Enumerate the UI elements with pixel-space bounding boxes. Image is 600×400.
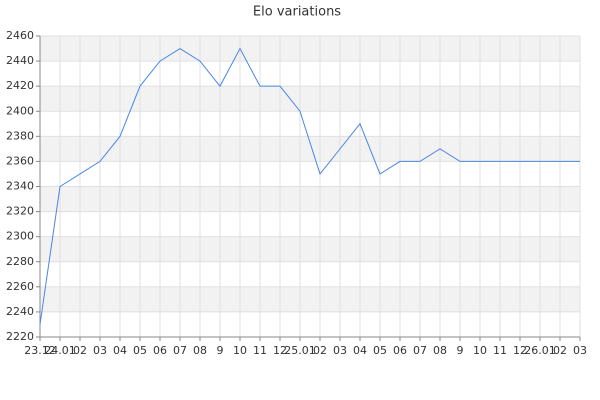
x-tick-label: 23.12 (24, 344, 56, 357)
x-tick-label: 9 (457, 344, 464, 357)
x-tick-label: 04 (113, 344, 127, 357)
x-tick-label: 24.01 (44, 344, 76, 357)
x-tick-label: 02 (313, 344, 327, 357)
x-tick-label: 11 (493, 344, 507, 357)
y-tick-label: 2460 (6, 29, 34, 42)
x-tick-label: 26.01 (524, 344, 556, 357)
x-tick-label: 08 (193, 344, 207, 357)
x-tick-label: 25.01 (284, 344, 316, 357)
x-tick-label: 12 (513, 344, 527, 357)
x-tick-label: 03 (93, 344, 107, 357)
x-tick-label: 9 (217, 344, 224, 357)
grid-band (40, 136, 580, 162)
y-tick-label: 2380 (6, 129, 34, 142)
x-tick-label: 02 (73, 344, 87, 357)
line-series (39, 47, 580, 325)
y-tick-label: 2320 (6, 205, 34, 218)
x-tick-label: 11 (253, 344, 267, 357)
x-tick-label: 08 (433, 344, 447, 357)
y-tick-label: 2440 (6, 54, 34, 67)
y-tick-label: 2280 (6, 255, 34, 268)
y-tick-label: 2340 (6, 180, 34, 193)
grid-band (40, 36, 580, 62)
x-tick-label: 10 (233, 344, 247, 357)
grid-band (40, 236, 580, 262)
y-tick-label: 2400 (6, 104, 34, 117)
x-tick-label: 07 (413, 344, 427, 357)
x-tick-label: 05 (373, 344, 387, 357)
x-tick-label: 12 (273, 344, 287, 357)
y-tick-label: 2220 (6, 330, 34, 343)
y-tick-label: 2300 (6, 230, 34, 243)
chart-title: Elo variations (253, 5, 341, 20)
y-tick-label: 2240 (6, 305, 34, 318)
x-tick-label: 03 (333, 344, 347, 357)
grid-band (40, 286, 580, 312)
x-tick-label: 06 (153, 344, 167, 357)
x-tick-label: 02 (553, 344, 567, 357)
grid-band (40, 186, 580, 212)
x-tick-label: 05 (133, 344, 147, 357)
x-tick-label: 06 (393, 344, 407, 357)
x-tick-label: 10 (473, 344, 487, 357)
y-tick-label: 2260 (6, 280, 34, 293)
x-tick-label: 03 (573, 344, 587, 357)
x-tick-label: 07 (173, 344, 187, 357)
y-tick-label: 2360 (6, 154, 34, 167)
y-tick-label: 2420 (6, 79, 34, 92)
grid-band (40, 86, 580, 112)
x-tick-label: 04 (353, 344, 367, 357)
